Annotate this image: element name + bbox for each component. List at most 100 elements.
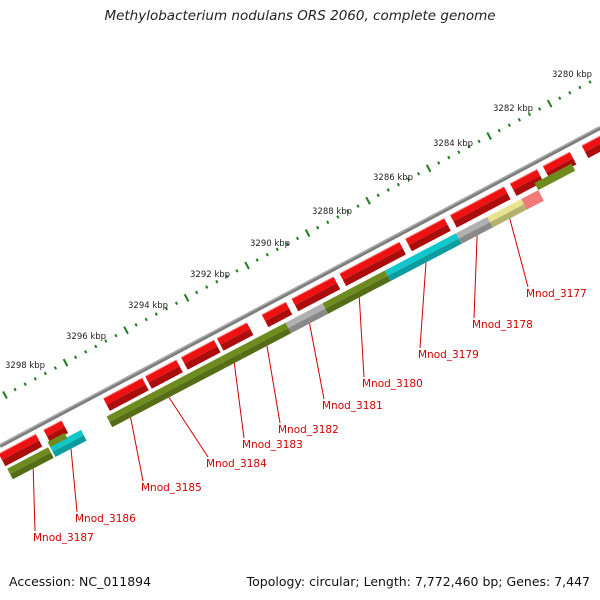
gene-label: Mnod_3185 [141, 482, 202, 494]
ruler-tick [356, 204, 360, 208]
ruler-tick [215, 279, 219, 284]
feature-bar [7, 447, 54, 480]
ruler-tick [406, 177, 411, 181]
ruler-label: 3290 kbp [250, 239, 290, 249]
ruler-tick [144, 317, 148, 322]
ruler-tick [275, 247, 279, 252]
gene-label: Mnod_3180 [362, 378, 423, 390]
feature-bar [49, 429, 87, 457]
ruler-tick [304, 229, 311, 238]
feature-bar [237, 322, 292, 359]
ruler-tick [477, 139, 481, 144]
ruler-tick [546, 99, 553, 108]
ruler-label: 3298 kbp [5, 361, 45, 371]
gene-leader-line [266, 345, 281, 424]
ruler-label: 3286 kbp [373, 173, 413, 183]
gene-leader-line [309, 323, 325, 400]
gene-label: Mnod_3182 [278, 424, 339, 436]
feature-bar-accent [47, 163, 576, 448]
ruler-tick [285, 242, 290, 246]
ruler-tick [255, 258, 259, 262]
ruler-tick [23, 382, 27, 387]
gene-leader-line [32, 468, 36, 532]
cds-arrow [291, 276, 341, 312]
ruler-tick [13, 387, 17, 392]
cds-arrow [216, 322, 254, 351]
ruler-tick [507, 123, 511, 127]
gene-label: Mnod_3179 [418, 349, 479, 361]
cds-arrow [103, 377, 149, 411]
ruler-ticks [2, 80, 592, 399]
ruler-tick [527, 112, 532, 117]
backbone-highlight [0, 126, 600, 446]
ruler-tick [558, 96, 562, 100]
ruler-label: 3284 kbp [433, 139, 473, 149]
gene-labels: Mnod_3177 Mnod_3178 Mnod_3179 Mnod_3180 Mnod… [33, 288, 587, 544]
gene-leader-line [419, 262, 427, 349]
gene-leader-line [509, 218, 529, 288]
gene-leaders [32, 218, 529, 532]
ruler-tick [244, 261, 250, 270]
ruler-tick [33, 377, 37, 381]
ruler-tick [437, 161, 441, 165]
ruler-tick [295, 236, 300, 241]
ruler-tick [174, 301, 179, 306]
ruler-tick [396, 182, 400, 187]
ruler-tick [205, 285, 209, 289]
cds-arrow [0, 433, 43, 467]
accession-text: Accession: NC_011894 [9, 574, 152, 589]
ruler-tick [62, 358, 69, 367]
ruler-tick [2, 391, 8, 399]
ruler-tick [425, 164, 432, 173]
ruler-tick [114, 333, 118, 338]
ruler-label: 3282 kbp [493, 104, 533, 114]
cds-arrow [405, 217, 451, 252]
ruler-label: 3292 kbp [190, 270, 230, 280]
ruler-tick [225, 274, 229, 279]
ruler-tick [416, 171, 421, 176]
ruler-tick [486, 131, 492, 140]
gene-label: Mnod_3183 [242, 439, 303, 451]
feature-bar [106, 356, 226, 428]
gene-label: Mnod_3177 [526, 288, 587, 300]
ruler-label: 3294 kbp [128, 301, 168, 311]
ruler-labels: 3280 kbp 3282 kbp 3284 kbp 3286 kbp 3288 kbp… [5, 70, 592, 371]
cds-arrow [339, 241, 406, 287]
gene-leader-line [233, 363, 245, 439]
feature-bar [285, 303, 328, 334]
ruler-tick [537, 107, 542, 111]
ruler-tick [84, 350, 88, 354]
ruler-tick [447, 155, 451, 160]
gene-leader-line [168, 397, 209, 458]
ruler-tick [94, 344, 98, 349]
ruler-tick [365, 196, 371, 205]
gene-label: Mnod_3184 [206, 458, 267, 470]
cds-arrow [581, 135, 600, 159]
ruler-tick [497, 128, 501, 133]
cds-track [0, 135, 600, 467]
ruler-tick [568, 90, 572, 95]
ruler-tick [467, 144, 471, 149]
ruler-tick [517, 117, 521, 122]
ruler-tick [457, 150, 461, 154]
cds-arrow [180, 339, 221, 370]
gene-leader-line [130, 417, 144, 482]
ruler-tick [134, 323, 138, 327]
cds-arrow [449, 186, 511, 228]
cds-arrow [261, 301, 293, 328]
ruler-tick [386, 188, 390, 192]
gene-label: Mnod_3187 [33, 532, 94, 544]
ruler-label: 3296 kbp [66, 332, 106, 342]
gene-label: Mnod_3178 [472, 319, 533, 331]
ruler-label: 3288 kbp [312, 207, 352, 217]
ruler-tick [53, 366, 58, 370]
ruler-tick [164, 306, 168, 311]
ruler-tick [316, 225, 320, 230]
feature-track [7, 163, 576, 480]
ruler-label: 3280 kbp [552, 70, 592, 80]
ruler-tick [104, 339, 108, 343]
ruler-tick [183, 293, 190, 302]
feature-bar [455, 216, 493, 244]
ruler-tick [74, 355, 78, 360]
gene-leader-line [70, 448, 78, 513]
